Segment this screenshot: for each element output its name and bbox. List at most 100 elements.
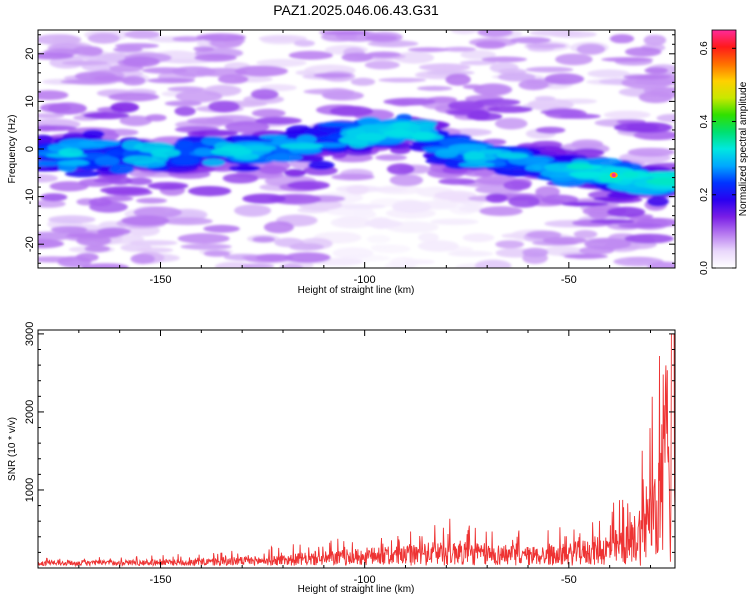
heatmap-cell [38,113,65,119]
heatmap-cell [542,236,588,245]
heatmap-cell [623,74,672,80]
heatmap-cell [508,195,540,208]
colorbar: 0.0 0.2 0.4 0.6 Normalized spectral amplitu… [699,29,749,275]
heatmap-cell [147,182,189,190]
heatmap-cell [600,167,634,174]
heatmap-cell [225,121,270,133]
heatmap-cell [459,60,496,66]
x-tick-label: -150 [149,574,171,586]
heatmap-cell [392,122,411,130]
heatmap-cell [503,180,531,191]
heatmap-cell [518,79,549,91]
heatmap-cell [643,171,675,178]
heatmap-cell [392,200,432,213]
heatmap-cell [644,67,669,74]
heatmap-cell [624,47,662,57]
heatmap-cell [474,168,495,178]
heatmap-cell [479,149,503,155]
heatmap-cell [38,239,65,249]
heatmap-cell [646,196,669,207]
colorbar-label: Normalized spectral amplitude [738,81,749,216]
heatmap-cell [585,157,623,165]
heatmap-cell [368,217,393,230]
heatmap-cell [251,108,286,118]
heatmap-cell [58,148,84,157]
heatmap-cell [57,160,90,166]
heatmap-cell [81,263,130,268]
heatmap-cell [331,173,375,181]
heatmap-cell [103,52,128,62]
heatmap-cell [49,181,89,192]
heatmap-cell [375,154,407,161]
heatmap-cell [364,60,400,70]
heatmap-cell [258,34,308,43]
spectrogram-ylabel: Frequency (Hz) [7,115,18,184]
heatmap-cell [411,131,436,140]
heatmap-cell [522,247,549,258]
heatmap-cell [481,56,527,63]
heatmap-cell [242,193,286,204]
heatmap-cell [417,240,459,252]
heatmap-cell [150,148,181,158]
colorbar-tick-label: 0.6 [699,41,710,55]
heatmap-cell [263,221,294,234]
heatmap-cell [122,155,158,165]
heatmap-cell [649,261,675,268]
x-tick-label: -50 [561,274,577,286]
heatmap-cell [407,47,449,53]
heatmap-cell [40,193,68,202]
heatmap-cell [217,74,249,84]
x-tick-label: -50 [561,574,577,586]
heatmap-cell [474,83,513,96]
colorbar-ticks: 0.0 0.2 0.4 0.6 [699,41,736,275]
heatmap-cell [566,163,593,170]
heatmap-cell [61,60,109,66]
heatmap-cell [372,244,411,254]
heatmap-cell [177,233,230,244]
heatmap-cell [234,65,288,77]
heatmap-cell [110,102,140,113]
heatmap-cell [174,106,196,116]
heatmap-cell [627,147,675,157]
heatmap-cell [203,250,231,257]
heatmap-cell [341,52,373,62]
heatmap-cell [529,30,582,37]
heatmap-cell [622,171,639,178]
heatmap-cell [633,130,675,140]
heatmap-cell [87,32,120,44]
snr-xlabel: Height of straight line (km) [298,584,415,595]
heatmap-cell [133,206,182,219]
heatmap-cell [83,111,130,120]
heatmap-cell [378,77,427,83]
heatmap-cell [88,197,112,207]
heatmap-cell [544,73,585,85]
heatmap-cell [603,110,651,120]
heatmap-cell [122,56,160,68]
heatmap-cell [142,67,188,74]
heatmap-cell [136,247,174,253]
heatmap-cell [643,34,667,46]
heatmap-cell [535,126,566,134]
heatmap-cell [252,236,276,243]
heatmap-cell [255,116,302,125]
heatmap-cell [613,256,664,267]
heatmap-cell [447,250,494,257]
heatmap-cell [525,43,567,49]
heatmap-cell [355,132,387,142]
heatmap-cell [147,77,196,84]
heatmap-cell [584,238,632,250]
heatmap-cell [250,88,279,100]
heatmap-cell [38,34,82,46]
heatmap-cell [494,117,528,130]
heatmap-cell [295,70,317,76]
heatmap-cell [125,177,153,186]
colorbar-tick-label: 0.4 [699,114,710,128]
heatmap-cell [497,72,536,82]
spectrogram-heatmap [38,30,675,268]
heatmap-cell [38,174,58,183]
heatmap-cell [265,152,303,163]
heatmap-cell [462,233,495,243]
heatmap-cell [469,109,490,121]
